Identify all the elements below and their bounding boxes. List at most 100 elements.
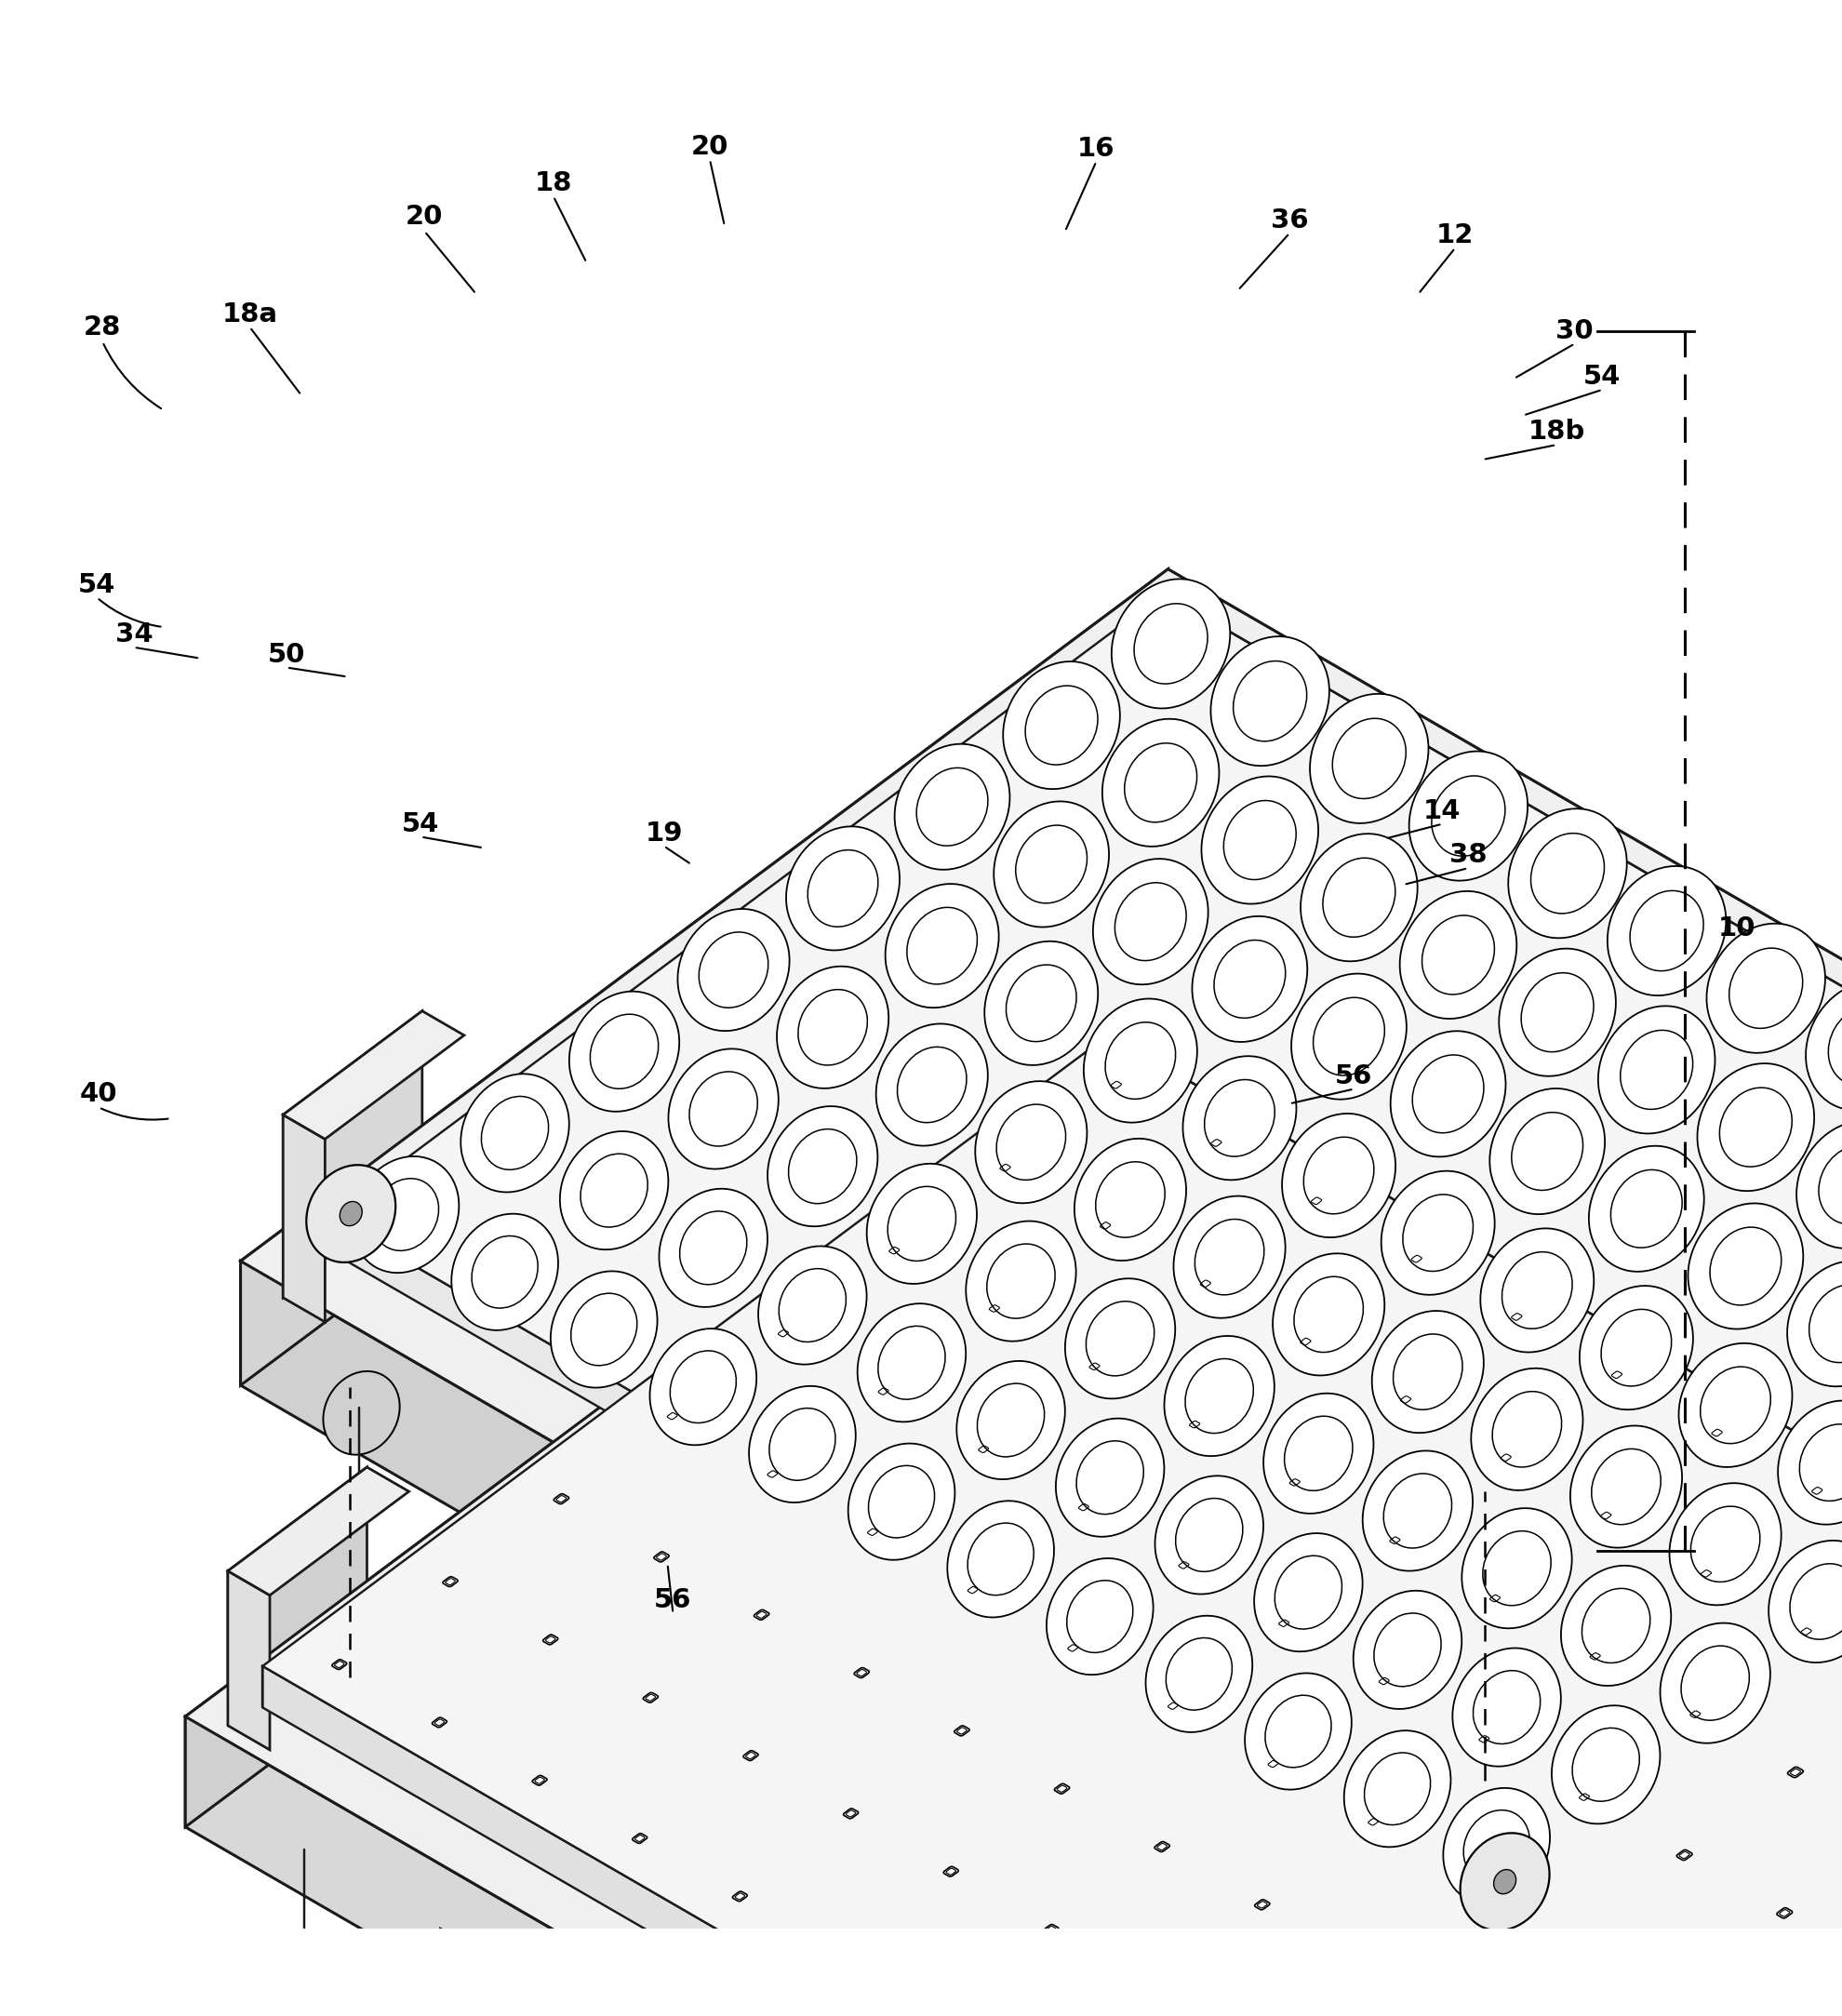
Polygon shape <box>864 1526 880 1536</box>
Polygon shape <box>1689 1712 1700 1718</box>
Polygon shape <box>1076 1502 1090 1512</box>
Polygon shape <box>731 1891 746 1901</box>
Polygon shape <box>1499 1454 1510 1462</box>
Text: 56: 56 <box>654 1587 691 1613</box>
Polygon shape <box>1267 1760 1277 1768</box>
Polygon shape <box>1367 1818 1378 1824</box>
Polygon shape <box>974 1443 991 1454</box>
Ellipse shape <box>1210 637 1328 766</box>
Polygon shape <box>845 1810 855 1816</box>
Polygon shape <box>635 1835 645 1841</box>
Polygon shape <box>1468 1877 1477 1883</box>
Polygon shape <box>1498 1452 1512 1464</box>
Polygon shape <box>1776 1907 1792 1917</box>
Text: 12: 12 <box>1435 222 1474 248</box>
Ellipse shape <box>884 883 998 1008</box>
Polygon shape <box>1510 1312 1521 1320</box>
Ellipse shape <box>1569 1425 1682 1548</box>
Ellipse shape <box>1400 891 1516 1018</box>
Polygon shape <box>284 1115 324 1322</box>
Polygon shape <box>228 1570 269 1750</box>
Polygon shape <box>1610 1371 1621 1379</box>
Ellipse shape <box>306 1165 396 1262</box>
Polygon shape <box>1667 1992 1678 2000</box>
Polygon shape <box>945 1869 956 1875</box>
Polygon shape <box>553 1494 569 1504</box>
Polygon shape <box>989 1304 998 1312</box>
Polygon shape <box>1164 1702 1181 1712</box>
Polygon shape <box>1265 1758 1280 1770</box>
Polygon shape <box>1396 1395 1413 1405</box>
Polygon shape <box>1444 1754 1842 2016</box>
Polygon shape <box>263 1665 1448 2016</box>
Text: 36: 36 <box>1269 208 1308 234</box>
Polygon shape <box>753 1609 768 1621</box>
Ellipse shape <box>1442 1788 1549 1905</box>
Polygon shape <box>875 1387 892 1397</box>
Ellipse shape <box>787 827 899 950</box>
Polygon shape <box>1464 1875 1481 1885</box>
Polygon shape <box>1486 1593 1501 1603</box>
Polygon shape <box>1254 1899 1269 1909</box>
Ellipse shape <box>1146 1615 1253 1732</box>
Polygon shape <box>543 1635 558 1645</box>
Ellipse shape <box>1370 1310 1483 1433</box>
Ellipse shape <box>569 992 680 1111</box>
Polygon shape <box>1146 1984 1155 1990</box>
Polygon shape <box>1509 1312 1523 1322</box>
Ellipse shape <box>1479 1228 1593 1353</box>
Polygon shape <box>228 1468 367 1726</box>
Polygon shape <box>956 1728 967 1734</box>
Text: 18b: 18b <box>1527 419 1584 446</box>
Ellipse shape <box>1409 752 1527 881</box>
Ellipse shape <box>993 802 1109 927</box>
Polygon shape <box>1608 1369 1625 1381</box>
Ellipse shape <box>1002 661 1120 788</box>
Polygon shape <box>853 1667 869 1677</box>
Polygon shape <box>241 1262 1499 2016</box>
Ellipse shape <box>1192 915 1306 1042</box>
Polygon shape <box>978 1445 987 1454</box>
Ellipse shape <box>1551 1706 1660 1824</box>
Polygon shape <box>1188 1421 1199 1427</box>
Polygon shape <box>1278 1619 1288 1627</box>
Polygon shape <box>1407 1254 1424 1264</box>
Polygon shape <box>868 1528 877 1536</box>
Ellipse shape <box>1046 1558 1153 1675</box>
Polygon shape <box>1811 1488 1822 1494</box>
Ellipse shape <box>1597 1006 1715 1133</box>
Polygon shape <box>1046 1925 1055 1933</box>
Polygon shape <box>1210 1139 1221 1147</box>
Polygon shape <box>1503 1274 1842 1931</box>
Polygon shape <box>1499 1298 1842 2016</box>
Ellipse shape <box>650 1329 755 1445</box>
Text: 10: 10 <box>1717 915 1755 941</box>
Polygon shape <box>1208 1137 1223 1149</box>
Text: 50: 50 <box>267 641 306 667</box>
Polygon shape <box>332 1659 346 1669</box>
Ellipse shape <box>1696 1062 1813 1191</box>
Polygon shape <box>1711 1429 1720 1435</box>
Ellipse shape <box>1173 1195 1284 1318</box>
Polygon shape <box>1308 1195 1324 1206</box>
Polygon shape <box>1376 1675 1391 1685</box>
Ellipse shape <box>1102 720 1219 847</box>
Polygon shape <box>1107 1079 1124 1091</box>
Polygon shape <box>1475 1734 1492 1744</box>
Polygon shape <box>1144 1982 1159 1992</box>
Polygon shape <box>757 1611 766 1619</box>
Ellipse shape <box>1451 1647 1560 1766</box>
Polygon shape <box>1256 1901 1267 1907</box>
Polygon shape <box>1286 1478 1302 1488</box>
Polygon shape <box>1100 1222 1111 1230</box>
Ellipse shape <box>1459 1833 1549 1931</box>
Polygon shape <box>1696 1568 1713 1579</box>
Polygon shape <box>1378 1677 1389 1685</box>
Polygon shape <box>654 1552 669 1562</box>
Ellipse shape <box>1111 579 1229 708</box>
Ellipse shape <box>560 1131 669 1250</box>
Polygon shape <box>1089 1363 1100 1369</box>
Polygon shape <box>228 1468 409 1595</box>
Ellipse shape <box>1361 1452 1472 1570</box>
Polygon shape <box>532 1776 547 1786</box>
